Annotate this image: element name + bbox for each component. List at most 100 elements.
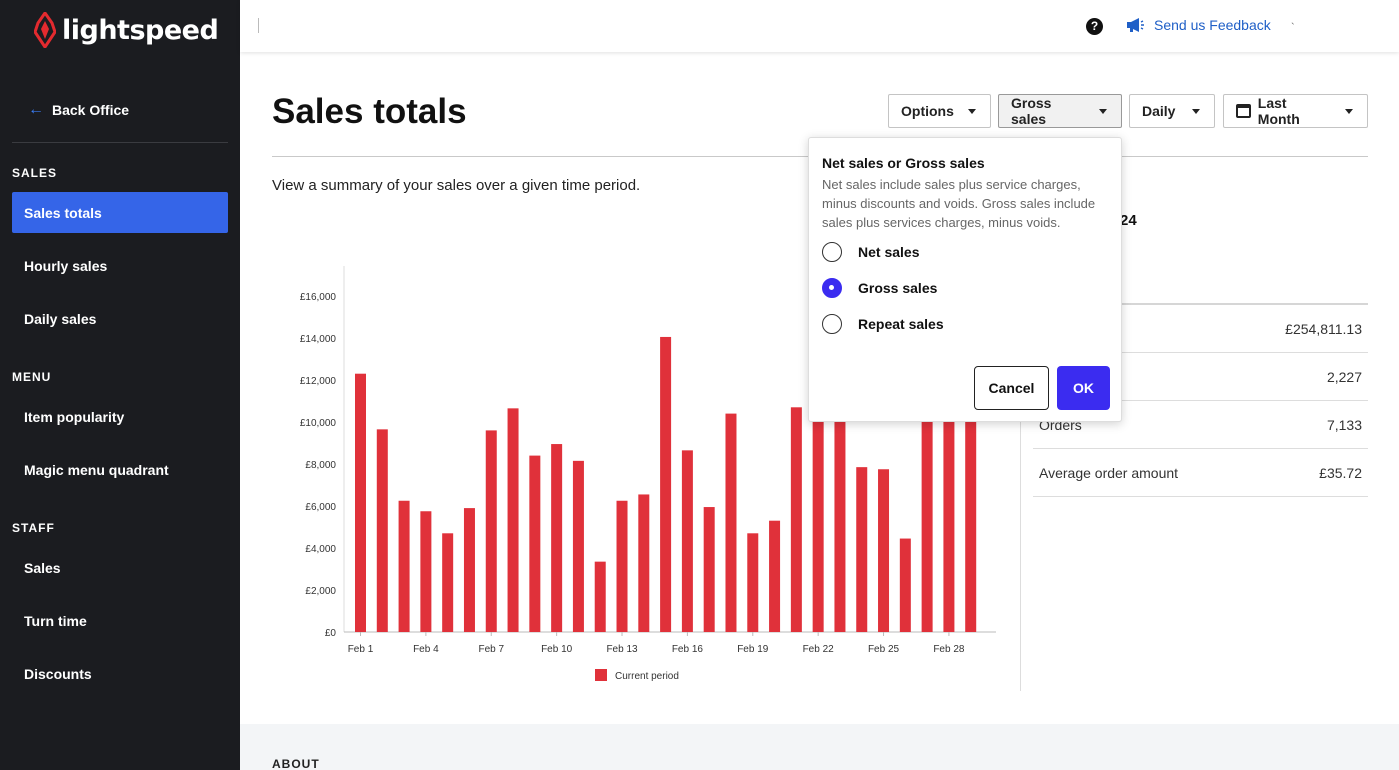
- bar: [856, 467, 868, 632]
- sales-type-label: Gross sales: [1011, 95, 1052, 127]
- chevron-down-icon: [1192, 108, 1200, 114]
- popover-title: Net sales or Gross sales: [822, 155, 985, 171]
- sidebar-item-staff-sales[interactable]: Sales: [24, 559, 61, 576]
- bar: [878, 469, 890, 632]
- bar: [681, 450, 693, 632]
- bar: [507, 408, 519, 632]
- y-tick-label: £14,000: [300, 334, 337, 345]
- interval-dropdown[interactable]: Daily: [1129, 94, 1215, 128]
- bar: [551, 444, 563, 632]
- section-heading-staff: STAFF: [12, 521, 55, 535]
- bar: [834, 422, 846, 632]
- brand-logo[interactable]: lightspeed: [34, 12, 219, 48]
- bar: [899, 538, 911, 632]
- sidebar-item-magic-menu-quadrant[interactable]: Magic menu quadrant: [24, 461, 169, 478]
- bar: [376, 429, 388, 632]
- sidebar-item-item-popularity[interactable]: Item popularity: [24, 408, 125, 425]
- popover-description: Net sales include sales plus service cha…: [822, 177, 1096, 230]
- bar: [965, 422, 977, 632]
- brand-name: lightspeed: [62, 14, 219, 46]
- y-tick-label: £10,000: [300, 418, 337, 429]
- sales-type-popover: Net sales or Gross sales Net sales inclu…: [808, 137, 1122, 422]
- x-tick-label: Feb 28: [933, 644, 965, 655]
- radio-button-selected[interactable]: [822, 278, 842, 298]
- radio-button[interactable]: [822, 314, 842, 334]
- x-tick-label: Feb 13: [606, 644, 638, 655]
- back-office-link[interactable]: ← Back Office: [28, 101, 129, 119]
- bar: [529, 455, 541, 632]
- calendar-icon: [1236, 104, 1251, 118]
- summary-row-label: Average order amount: [1039, 465, 1179, 481]
- bar: [812, 422, 824, 632]
- options-dropdown[interactable]: Options: [888, 94, 991, 128]
- summary-row-average-order: Average order amount £35.72: [1033, 449, 1368, 497]
- ok-button[interactable]: OK: [1057, 366, 1110, 410]
- x-tick-label: Feb 1: [348, 644, 374, 655]
- summary-row-count: 2,227: [1033, 353, 1368, 401]
- bar: [943, 422, 955, 632]
- x-tick-label: Feb 19: [737, 644, 769, 655]
- about-heading: ABOUT: [272, 757, 320, 770]
- date-range-label: Last Month: [1257, 95, 1300, 127]
- radio-label: Repeat sales: [858, 316, 944, 332]
- top-bar: ? Send us Feedback `: [240, 0, 1399, 52]
- bar: [420, 511, 432, 632]
- footer: ABOUT: [240, 724, 1399, 770]
- bar: [790, 407, 802, 632]
- radio-option-gross-sales[interactable]: Gross sales: [822, 278, 937, 298]
- bar: [442, 533, 454, 632]
- bar: [463, 508, 475, 632]
- sidebar-item-turn-time[interactable]: Turn time: [24, 612, 87, 629]
- bar: [769, 520, 781, 632]
- summary-table-top-border: [1033, 303, 1368, 305]
- options-label: Options: [901, 103, 954, 119]
- x-tick-label: Feb 10: [541, 644, 573, 655]
- radio-label: Net sales: [858, 244, 920, 260]
- legend-swatch: [595, 669, 607, 681]
- radio-button[interactable]: [822, 242, 842, 262]
- bar: [638, 494, 650, 632]
- bar: [921, 422, 933, 632]
- x-tick-label: Feb 16: [672, 644, 704, 655]
- summary-row-value: £35.72: [1319, 465, 1362, 481]
- megaphone-icon: [1127, 18, 1144, 32]
- sidebar-item-discounts[interactable]: Discounts: [24, 665, 92, 682]
- help-icon[interactable]: ?: [1086, 18, 1103, 35]
- radio-option-repeat-sales[interactable]: Repeat sales: [822, 314, 944, 334]
- sales-type-dropdown[interactable]: Gross sales: [998, 94, 1122, 128]
- y-tick-label: £12,000: [300, 376, 337, 387]
- bar: [725, 413, 737, 632]
- interval-label: Daily: [1142, 103, 1176, 119]
- chevron-down-icon: [1345, 108, 1353, 114]
- summary-date-fragment: 24: [1120, 212, 1137, 229]
- x-tick-label: Feb 7: [478, 644, 504, 655]
- back-office-label: Back Office: [52, 102, 130, 118]
- y-tick-label: £6,000: [305, 502, 336, 513]
- sidebar: lightspeed ← Back Office SALES Sales tot…: [0, 0, 240, 770]
- sidebar-item-daily-sales[interactable]: Daily sales: [24, 310, 97, 327]
- summary-row-value: £254,811.13: [1285, 321, 1362, 337]
- bar: [616, 500, 628, 632]
- y-tick-label: £2,000: [305, 586, 336, 597]
- x-tick-label: Feb 25: [868, 644, 900, 655]
- radio-option-net-sales[interactable]: Net sales: [822, 242, 919, 262]
- send-feedback-link[interactable]: Send us Feedback: [1126, 17, 1271, 33]
- bar: [660, 336, 672, 632]
- cancel-button[interactable]: Cancel: [974, 366, 1049, 410]
- summary-row-value: 7,133: [1326, 417, 1362, 433]
- sales-bar-chart: £0 £2,000 £4,000 £6,000 £8,000 £10,000 £12,000…: [300, 266, 996, 682]
- sidebar-item-sales-totals[interactable]: Sales totals: [12, 192, 228, 233]
- x-tick-label: Feb 22: [803, 644, 835, 655]
- bar: [355, 373, 366, 632]
- section-heading-sales: SALES: [12, 166, 58, 180]
- sidebar-item-hourly-sales[interactable]: Hourly sales: [24, 257, 108, 274]
- flame-icon: [34, 12, 56, 48]
- page-title: Sales totals: [272, 92, 467, 131]
- bar: [485, 430, 497, 632]
- legend-label: Current period: [615, 671, 679, 682]
- feedback-label: Send us Feedback: [1154, 17, 1271, 33]
- date-range-dropdown[interactable]: Last Month: [1223, 94, 1368, 128]
- y-tick-label: £4,000: [305, 544, 336, 555]
- arrow-left-icon: ←: [28, 101, 44, 118]
- date-range-content: Last Month: [1236, 95, 1331, 127]
